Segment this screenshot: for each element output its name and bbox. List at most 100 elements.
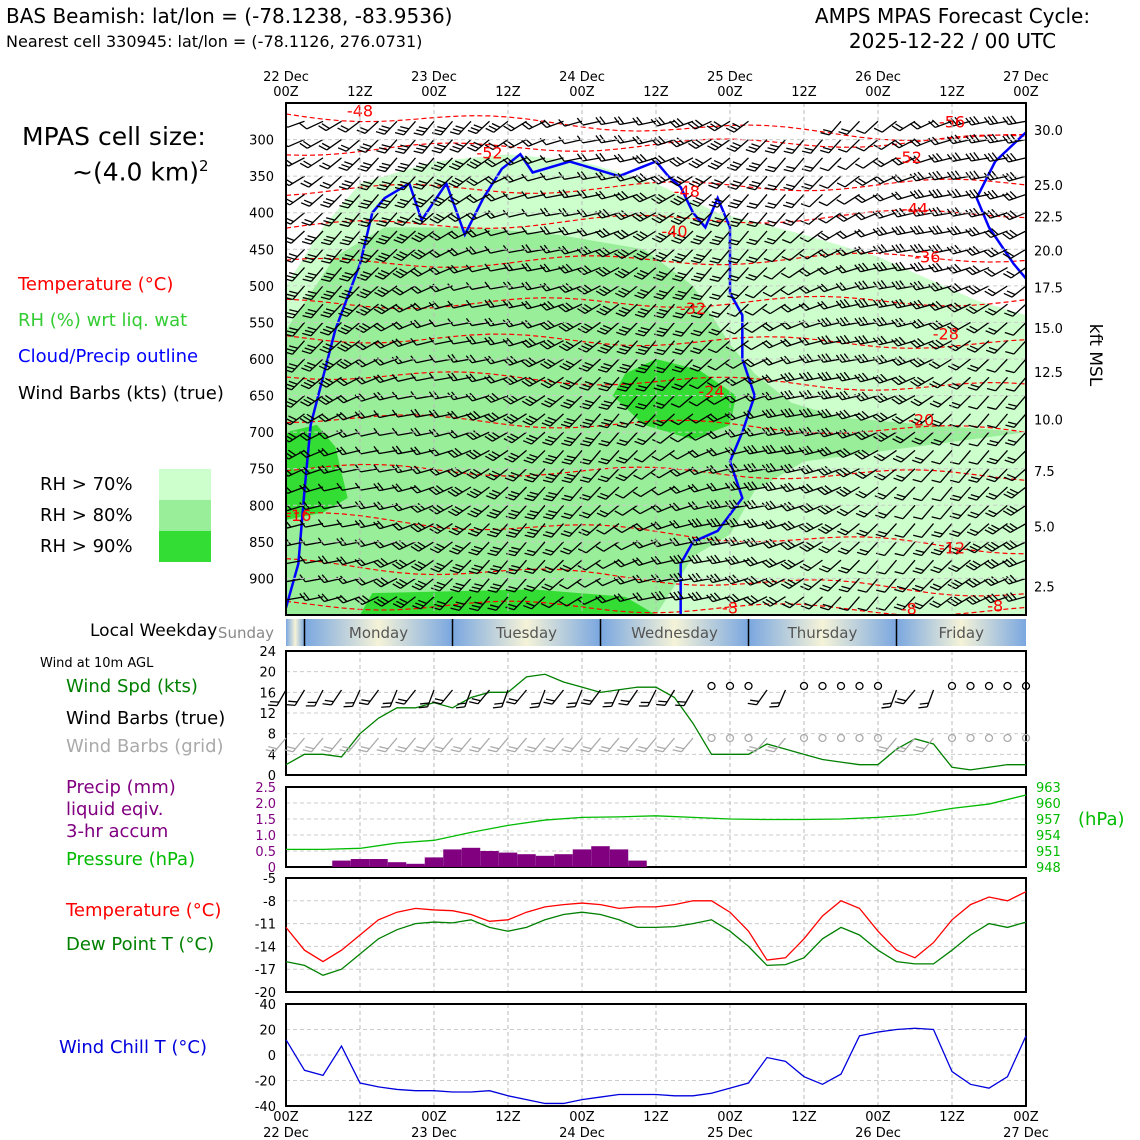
wind-barb-feather [433,164,443,169]
wind-barb [968,431,990,447]
wind-barb-staff [602,559,620,570]
wind-barb [872,354,897,365]
wind-barb [817,504,842,515]
wind-barb-feather [317,483,325,492]
wind-barb [521,357,546,368]
wind-barb [317,447,342,457]
wind-barb-feather [338,166,348,171]
pressure-tick-label: 650 [249,390,274,405]
wind-barb-feather [746,375,755,383]
wind-barb-staff [510,413,527,424]
wind-barb-feather [431,167,441,172]
wind-barb-feather [987,406,997,410]
wind-barb-feather [271,288,280,296]
wind-barb-feather [714,554,721,563]
wind-barb-feather [913,138,921,146]
wind-barb-feather [362,162,372,166]
wind-barb-feather [650,592,658,601]
wind-barb-feather [410,447,417,456]
wind-barb [465,193,490,204]
wind-barb-feather [596,512,606,518]
wind-barb-feather [584,342,593,348]
wind-barb-feather [561,284,570,292]
wind-barb-feather [917,357,925,364]
wind-barb-feather [654,333,664,337]
wind-barb-feather [688,401,698,407]
wind-barb-feather [969,208,976,217]
wind-barb-feather [267,556,273,565]
wind-barb-feather [983,250,992,258]
wind-barb [320,230,342,246]
wind-barb [302,267,324,282]
wind-barb-feather [343,358,352,365]
wind-barb-feather [558,171,565,180]
wind-barb-feather [432,249,441,257]
wind-barb [539,225,564,235]
wind-barb-feather [672,502,681,510]
wind-barb-staff [509,358,527,366]
wind-barb [487,559,509,575]
wind-barb-feather [602,227,611,236]
wind-barb-feather [689,221,699,226]
wind-barb-feather [727,186,737,190]
wind-barb-feather [891,192,899,200]
wind-barb-staff [364,285,379,299]
wind-barb [819,577,842,592]
wind-barb-staff [805,504,823,514]
wind-barb-feather [375,257,385,263]
wind-barb-10m-grid [339,737,361,753]
wind-barb-feather [965,564,975,571]
wind-barb [431,157,453,172]
wind-barb-staff [952,175,971,180]
wind-barb [671,230,694,244]
wind-barb-feather [954,596,963,603]
wind-barb-feather [915,567,925,572]
wind-barb [354,519,379,529]
wind-barb [762,303,786,315]
wind-barb [613,593,638,603]
wind-barb-staff [416,358,435,364]
wind-barb-staff [846,559,860,574]
wind-barb-feather [802,268,811,275]
wind-barb [946,152,971,162]
wind-barb [484,431,509,442]
wind-barb-feather [854,299,861,308]
wind-barb-feather [913,516,923,520]
wind-barb [633,449,657,463]
wind-barb [1002,557,1026,568]
wind-barb [854,391,879,402]
wind-barb-feather [951,401,961,406]
wind-barb-feather [342,257,352,261]
wind-barb-feather [821,506,830,513]
wind-barb-staff [638,541,657,549]
wind-barb [542,468,564,484]
wind-barb-feather [565,379,575,385]
wind-barb [598,431,620,447]
wind-barb-staff [1010,504,1026,516]
wind-barb-staff [310,321,324,337]
wind-barb-staff [734,139,749,152]
wind-barb [946,188,971,199]
wind-barb-feather [909,282,917,291]
wind-barb [689,376,712,390]
wind-barb [336,500,361,510]
wind-barb-feather [968,479,978,483]
wind-barb-feather [617,192,625,200]
wind-barb [466,175,490,187]
wind-barb-feather [381,199,391,203]
wind-barb [743,575,768,586]
forecast-cycle-value: 2025-12-22 / 00 UTC [848,29,1057,53]
wind-barb-staff [879,212,897,219]
wind-barb-staff [767,486,786,492]
wind-barb-feather [286,315,294,319]
wind-barb [928,153,953,163]
wind-barb-feather [917,243,925,252]
wind-barb-feather [562,382,572,388]
wind-barb-feather [632,491,642,498]
wind-barb-feather [413,504,422,512]
wind-barb-feather [492,527,502,532]
wind-barb-staff [643,340,657,355]
wind-barb-feather [802,504,811,512]
wind-barb-feather [687,122,696,130]
wind-barb-feather [784,373,791,381]
